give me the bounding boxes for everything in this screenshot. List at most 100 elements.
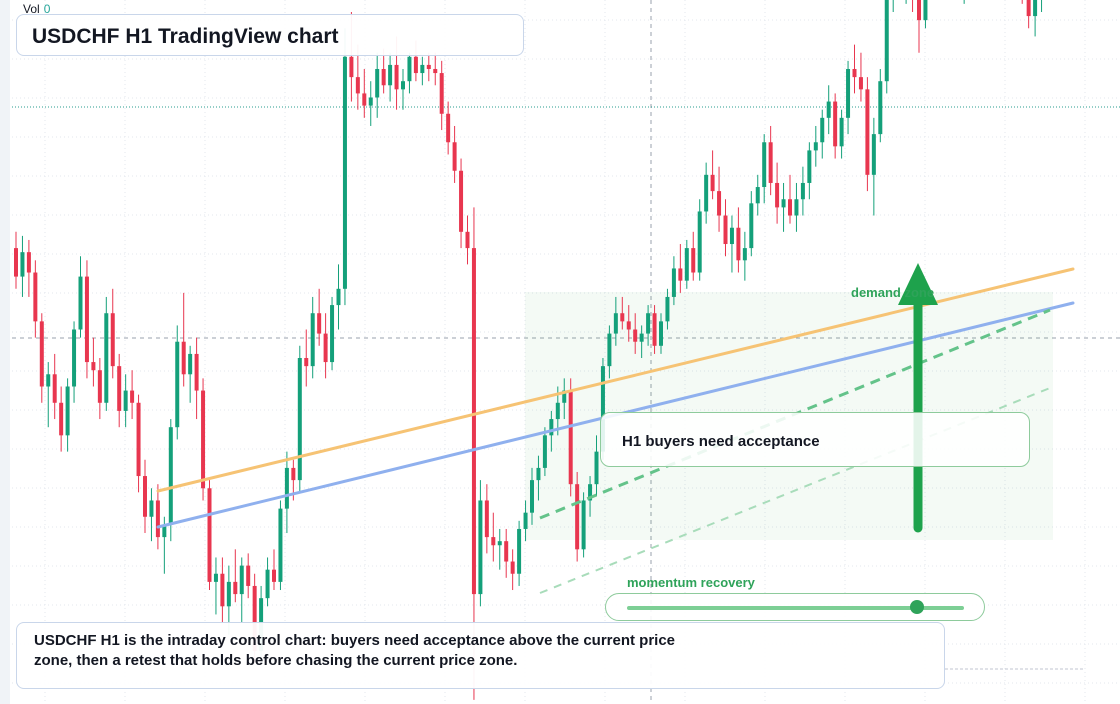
candle-body xyxy=(226,581,231,607)
candle xyxy=(723,199,728,257)
candle-body xyxy=(143,476,147,517)
candle-body xyxy=(368,97,373,106)
candle-body xyxy=(452,142,457,171)
candle xyxy=(852,44,857,94)
candle-body xyxy=(175,341,180,428)
candle xyxy=(1021,0,1023,4)
candle xyxy=(46,362,51,428)
candle-body xyxy=(704,174,709,212)
candle-body xyxy=(117,366,122,411)
candle xyxy=(762,134,767,204)
candle xyxy=(484,484,489,554)
candle-body xyxy=(775,182,780,208)
candle xyxy=(671,256,676,306)
candle-body xyxy=(394,64,399,90)
candle-body xyxy=(46,374,51,387)
candle xyxy=(884,0,889,94)
candle xyxy=(1026,0,1031,29)
candle xyxy=(213,557,218,615)
volume-label: Vol xyxy=(23,2,40,16)
candle xyxy=(871,117,876,216)
candle-body xyxy=(691,248,696,273)
candle-body xyxy=(207,488,212,582)
candle xyxy=(620,296,625,330)
candle-body xyxy=(665,296,670,322)
candle-body xyxy=(659,321,663,346)
candle-body xyxy=(304,358,309,367)
candle-body xyxy=(620,313,625,322)
candle xyxy=(65,378,70,452)
candle-body xyxy=(20,252,25,277)
candle-body xyxy=(794,199,799,216)
candle-body xyxy=(459,170,464,232)
candle xyxy=(1041,0,1043,12)
candle xyxy=(646,305,651,346)
candle xyxy=(110,288,115,379)
candle xyxy=(652,305,657,354)
candle-body xyxy=(375,68,380,98)
candle-body xyxy=(420,64,425,74)
candle xyxy=(684,239,689,289)
candle xyxy=(826,85,831,135)
candle xyxy=(736,207,741,273)
candle-body xyxy=(800,182,805,200)
candle-body xyxy=(168,427,173,525)
candle-body xyxy=(265,569,270,599)
chart-title: USDCHF H1 TradingView chart xyxy=(32,25,339,48)
candle-body xyxy=(594,451,599,485)
candle-body xyxy=(697,211,702,273)
candle-body xyxy=(239,565,244,595)
candle xyxy=(536,455,541,501)
candle-body xyxy=(723,215,728,245)
candle-body xyxy=(323,333,328,363)
candle-body xyxy=(613,313,618,334)
candle xyxy=(510,549,515,591)
candle-body xyxy=(523,512,528,529)
candle-body xyxy=(317,313,322,334)
candle xyxy=(923,0,928,29)
candle xyxy=(794,182,799,232)
candle xyxy=(697,199,702,281)
candle xyxy=(188,345,193,403)
candle-body xyxy=(155,500,160,538)
candle-body xyxy=(284,467,289,509)
candle-body xyxy=(742,248,747,261)
candle xyxy=(813,125,818,167)
volume-value: 0 xyxy=(43,2,51,16)
candle-body xyxy=(736,227,741,261)
demand-zone-label: demand zone xyxy=(851,285,935,300)
candle-body xyxy=(14,248,18,277)
candle-body xyxy=(439,73,444,114)
candle-body xyxy=(104,313,109,403)
candle xyxy=(278,500,283,591)
candle-body xyxy=(762,142,767,188)
candle-body xyxy=(749,203,754,249)
candle xyxy=(800,166,805,216)
candle xyxy=(839,109,844,159)
candle xyxy=(297,345,302,493)
candle-body xyxy=(413,56,418,74)
candle xyxy=(820,109,825,159)
candle-body xyxy=(330,305,335,363)
candle-body xyxy=(504,541,509,562)
candle-body xyxy=(130,390,135,403)
candle-body xyxy=(78,276,83,330)
candle xyxy=(381,48,386,94)
candle xyxy=(181,292,186,387)
candle-body xyxy=(923,0,928,21)
candle-body xyxy=(555,402,560,420)
candle-body xyxy=(549,419,554,436)
candle xyxy=(130,370,135,420)
acceptance-callout: H1 buyers need acceptance xyxy=(600,412,1030,467)
candle xyxy=(581,492,586,558)
candle-body xyxy=(465,231,470,249)
candle xyxy=(742,231,747,281)
candle-body xyxy=(388,64,393,86)
candle-body xyxy=(478,500,483,595)
candle xyxy=(20,235,25,297)
candle-body xyxy=(710,174,715,192)
candle-body xyxy=(336,288,341,306)
candle xyxy=(452,125,457,183)
candle xyxy=(575,471,580,562)
candle-body xyxy=(65,386,70,436)
